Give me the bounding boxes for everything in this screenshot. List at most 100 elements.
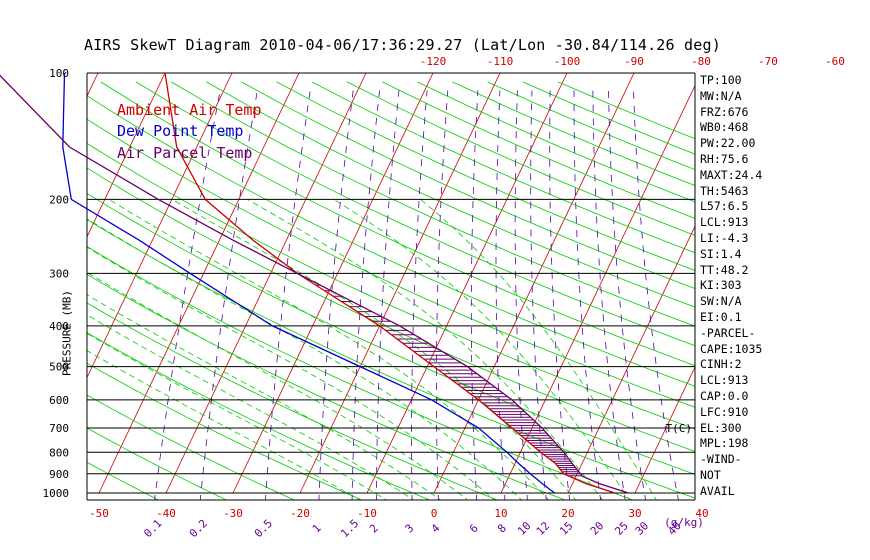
bottom-temp-tick-label: -20 — [290, 507, 310, 520]
dry-adiabat-line — [87, 273, 567, 500]
mixing-ratio-line — [318, 90, 354, 500]
isotherm-line — [433, 73, 635, 494]
isotherm-line — [567, 225, 695, 494]
dry-adiabat-line — [87, 427, 228, 500]
mixing-ratio-line — [633, 90, 679, 500]
isotherm-line — [634, 366, 695, 494]
moist-adiabat-line — [87, 218, 523, 500]
isotherm-line — [232, 73, 434, 494]
mixing-ratio-tick-label: 2 — [367, 522, 381, 536]
pressure-tick-label: 700 — [49, 422, 69, 435]
index-item: TH:5463 — [700, 183, 749, 198]
top-temp-tick-label: -70 — [758, 55, 778, 68]
dry-adiabat-line — [87, 394, 295, 500]
mixing-ratio-line — [573, 90, 602, 500]
index-item: EI:0.1 — [700, 310, 742, 324]
pressure-tick-label: 800 — [49, 446, 69, 459]
index-item: MAXT:24.4 — [700, 167, 763, 182]
bottom-temp-tick-label: -50 — [89, 507, 109, 520]
dry-adiabat-line — [87, 192, 695, 475]
bottom-temp-tick-label: 20 — [561, 507, 574, 520]
index-item: CAPE:1035 — [700, 341, 763, 356]
mixing-ratio-line — [514, 90, 528, 500]
mixing-ratio-tick-label: 0.2 — [187, 517, 210, 540]
index-item: SI:1.4 — [700, 246, 742, 261]
chart-title: AIRS SkewT Diagram 2010-04-06/17:36:29.2… — [84, 36, 721, 54]
legend-dew-point-temp: Dew Point Temp — [117, 122, 244, 140]
index-item: AVAIL — [700, 483, 735, 498]
dry-adiabat-line — [206, 81, 695, 308]
mixing-ratio-tick-label: 25 — [612, 519, 631, 538]
mixing-ratio-line — [549, 90, 571, 500]
isotherm-line — [299, 73, 501, 494]
legend-ambient-air-temp: Ambient Air Temp — [117, 101, 262, 119]
index-item: L57:6.5 — [700, 199, 749, 214]
dry-adiabat-line — [382, 81, 695, 219]
dry-adiabat-line — [487, 81, 695, 171]
mixing-ratio-tick-label: 30 — [633, 519, 652, 538]
mixing-ratio-tick-label: 1.5 — [338, 517, 361, 540]
bottom-temp-tick-label: 40 — [695, 507, 708, 520]
index-item: MPL:198 — [700, 436, 749, 451]
top-temp-tick-label: -60 — [825, 55, 845, 68]
index-item: LI:-4.3 — [700, 231, 749, 245]
moist-adiabat-line — [108, 199, 550, 500]
isotherm-line — [0, 73, 31, 493]
index-item: TP:100 — [700, 73, 742, 87]
mixing-ratio-line — [351, 90, 380, 500]
bottom-temp-tick-label: -40 — [156, 507, 176, 520]
bottom-temp-tick-label: 0 — [431, 507, 438, 520]
top-temp-tick-label: -80 — [691, 55, 711, 68]
moist-adiabat-line — [333, 199, 630, 500]
pressure-tick-label: 200 — [49, 193, 69, 206]
dry-adiabat-line — [522, 81, 695, 155]
index-item: EL:300 — [700, 420, 742, 435]
dry-adiabat-line — [241, 81, 695, 290]
isotherm-line — [769, 73, 870, 493]
moist-adiabat-line — [87, 350, 361, 500]
mixing-ratio-tick-label: 10 — [515, 519, 534, 538]
mixing-ratio-line — [495, 90, 506, 500]
dry-adiabat-line — [87, 461, 160, 500]
index-item: PW:22.00 — [700, 136, 756, 151]
index-item: LFC:910 — [700, 404, 749, 419]
index-item: CINH:2 — [700, 357, 742, 372]
isotherm-line — [87, 73, 166, 238]
mixing-ratio-tick-label: 0.1 — [141, 517, 164, 540]
mixing-ratio-line — [592, 90, 626, 500]
dry-adiabat-line — [87, 246, 634, 500]
bottom-temp-tick-label: -10 — [357, 507, 377, 520]
mixing-ratio-tick-label: 20 — [588, 519, 607, 538]
isotherm-line — [366, 73, 568, 494]
y-axis-label: PRESSURE (MB) — [60, 289, 74, 377]
mixing-ratio-line — [411, 90, 428, 500]
bottom-temp-tick-label: 30 — [628, 507, 641, 520]
bottom-temp-tick-label: 10 — [494, 507, 507, 520]
mixing-ratio-tick-label: 8 — [495, 522, 509, 536]
cape-hatching — [306, 278, 583, 477]
pressure-tick-label: 600 — [49, 394, 69, 407]
index-item: KI:303 — [700, 278, 742, 293]
mixing-ratio-line — [470, 90, 479, 500]
index-item: TT:48.2 — [700, 262, 749, 277]
dry-adiabat-line — [346, 81, 695, 236]
mixing-ratio-line — [530, 90, 547, 500]
legend-air-parcel-temp: Air Parcel Temp — [117, 144, 253, 162]
mixing-ratio-tick-label: 12 — [534, 519, 553, 538]
moist-adiabat-line — [87, 332, 388, 500]
mixing-ratio-line — [376, 90, 400, 500]
pressure-tick-label: 500 — [49, 361, 69, 374]
dry-adiabat-line — [170, 81, 695, 327]
dry-adiabat-line — [311, 81, 695, 254]
mixing-ratio-line — [154, 90, 221, 500]
index-item: LCL:913 — [700, 373, 749, 388]
mixing-ratio-tick-label: 1 — [310, 522, 324, 536]
mixing-ratio-tick-label: 4 — [429, 521, 443, 535]
isotherm-line — [165, 73, 367, 494]
index-item: MW:N/A — [700, 88, 742, 103]
moist-adiabat-line — [87, 294, 442, 500]
index-item: NOT — [700, 468, 721, 482]
dry-adiabat-line — [135, 81, 695, 347]
moist-adiabat-line — [87, 246, 496, 500]
moist-adiabat-line — [420, 199, 657, 500]
